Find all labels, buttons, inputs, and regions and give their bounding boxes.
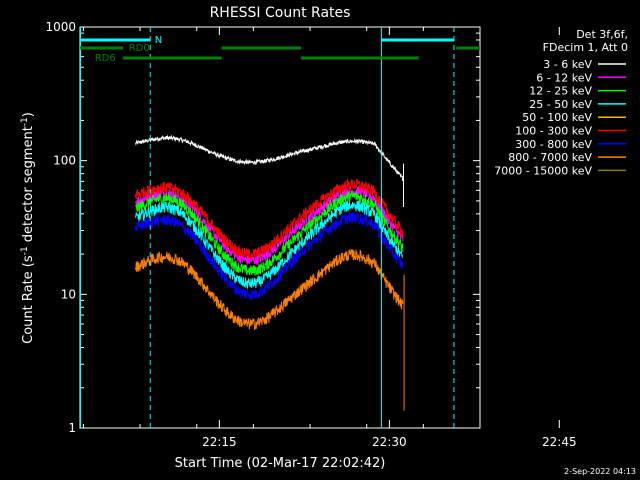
legend-header: FDecim 1, Att 0 — [543, 41, 628, 54]
x-axis-label: Start Time (02-Mar-17 22:02:42) — [175, 456, 386, 471]
y-tick-label: 10 — [61, 287, 76, 301]
rd0-label: RD0 — [129, 43, 150, 54]
y-axis-label: Count Rate (s-1 detector segment-1) — [20, 112, 36, 344]
labels-layer: RHESSI Count Rates Start Time (02-Mar-17… — [20, 5, 636, 476]
series-line — [135, 211, 404, 301]
legend-entry-label: 100 - 300 keV — [515, 125, 592, 138]
axes-layer: 110100100022:1522:3022:4523:0023:1523:30… — [45, 20, 577, 449]
legend-entry-label: 300 - 800 keV — [515, 138, 592, 151]
series-line — [135, 190, 404, 276]
legend-entry-label: 3 - 6 keV — [543, 58, 592, 71]
series-line — [135, 200, 404, 289]
x-tick-label: 22:45 — [542, 435, 577, 449]
legend-entry-label: 25 - 50 keV — [529, 98, 592, 111]
legend-entry-label: 6 - 12 keV — [536, 71, 592, 84]
legend-entry-label: 800 - 7000 keV — [508, 151, 592, 164]
series-line — [135, 249, 404, 331]
legend-entry-label: 7000 - 15000 keV — [494, 164, 592, 177]
chart-title: RHESSI Count Rates — [210, 5, 351, 21]
y-tick-label: 100 — [53, 154, 76, 168]
rd6-label: RD6 — [95, 53, 116, 64]
legend-header: Det 3f,6f, — [576, 28, 628, 41]
night-label: N — [155, 35, 162, 46]
plot-frame — [79, 26, 481, 429]
data-layer — [135, 134, 405, 411]
series-line — [135, 178, 404, 261]
legend-entry-label: 12 - 25 keV — [529, 85, 592, 98]
timestamp: 2-Sep-2022 04:13 — [564, 467, 636, 476]
y-tick-label: 1000 — [45, 20, 76, 34]
x-tick-label: 22:15 — [202, 435, 237, 449]
legend-entry-label: 50 - 100 keV — [522, 111, 592, 124]
series-line — [135, 184, 404, 266]
series-line — [135, 134, 404, 182]
y-tick-label: 1 — [68, 421, 76, 435]
x-tick-label: 22:30 — [372, 435, 407, 449]
